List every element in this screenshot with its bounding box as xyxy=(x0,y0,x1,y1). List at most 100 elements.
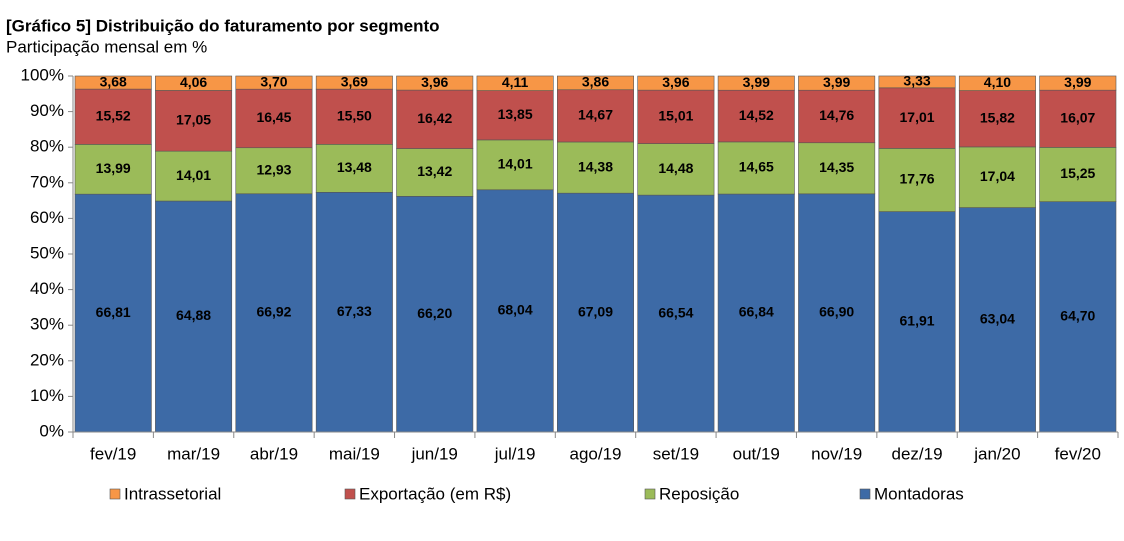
data-label: 16,45 xyxy=(256,109,291,125)
data-label: 3,33 xyxy=(903,73,930,89)
x-tick-label: mar/19 xyxy=(167,444,220,463)
bar-segment xyxy=(958,75,1036,91)
x-tick-label: nov/19 xyxy=(811,444,862,463)
data-label: 3,96 xyxy=(421,74,448,90)
x-tick-label: set/19 xyxy=(653,444,699,463)
x-tick-label: dez/19 xyxy=(892,444,943,463)
data-label: 66,81 xyxy=(96,304,131,320)
y-tick-label: 80% xyxy=(30,137,64,156)
bar-segment xyxy=(74,75,152,90)
data-label: 14,35 xyxy=(819,159,854,175)
y-tick-label: 0% xyxy=(39,421,64,440)
bar-segment xyxy=(476,75,554,91)
bar-segment xyxy=(717,193,795,433)
x-tick-label: abr/19 xyxy=(250,444,298,463)
bar-segment xyxy=(396,75,474,91)
data-label: 64,70 xyxy=(1060,308,1095,324)
data-label: 3,86 xyxy=(582,74,609,90)
data-label: 15,25 xyxy=(1060,165,1095,181)
bar-segment xyxy=(396,148,474,197)
legend-label: Montadoras xyxy=(874,484,964,503)
data-label: 68,04 xyxy=(498,302,533,318)
x-tick-label: jul/19 xyxy=(494,444,536,463)
x-tick-label: out/19 xyxy=(733,444,780,463)
y-tick-label: 40% xyxy=(30,279,64,298)
data-label: 14,52 xyxy=(739,107,774,123)
y-tick-label: 10% xyxy=(30,386,64,405)
bar-segment xyxy=(878,75,956,89)
bar-segment xyxy=(798,75,876,91)
bar-segment xyxy=(1039,89,1117,148)
x-tick-label: fev/20 xyxy=(1055,444,1101,463)
bar-segment xyxy=(155,200,233,433)
bar-segment xyxy=(637,143,715,196)
y-tick-label: 30% xyxy=(30,315,64,334)
data-label: 14,65 xyxy=(739,159,774,175)
bar-segment xyxy=(717,75,795,91)
y-tick-label: 90% xyxy=(30,101,64,120)
data-label: 17,76 xyxy=(900,171,935,187)
data-label: 4,06 xyxy=(180,74,207,90)
bar-segment xyxy=(315,88,393,145)
y-tick-label: 100% xyxy=(21,65,64,84)
legend-swatch xyxy=(344,488,356,500)
bar-segment xyxy=(798,193,876,433)
bar-segment xyxy=(315,75,393,90)
data-label: 12,93 xyxy=(256,161,291,177)
legend-label: Intrassetorial xyxy=(124,484,221,503)
data-label: 13,85 xyxy=(498,106,533,122)
legend-swatch xyxy=(109,488,121,500)
bar-segment xyxy=(637,194,715,433)
bar-segment xyxy=(155,150,233,202)
data-label: 64,88 xyxy=(176,307,211,323)
bar-segment xyxy=(315,192,393,433)
x-tick-label: mai/19 xyxy=(329,444,380,463)
data-label: 4,10 xyxy=(984,74,1011,90)
bar-segment xyxy=(878,87,956,149)
bar-segment xyxy=(557,192,634,433)
data-label: 66,90 xyxy=(819,304,854,320)
data-label: 3,68 xyxy=(100,73,127,89)
data-label: 14,67 xyxy=(578,107,613,123)
data-label: 3,99 xyxy=(743,74,770,90)
bar-segment xyxy=(476,139,554,191)
data-label: 66,54 xyxy=(658,304,693,320)
bar-segment xyxy=(717,89,795,143)
data-label: 3,69 xyxy=(341,73,368,89)
bar-segment xyxy=(637,89,715,144)
data-label: 15,01 xyxy=(658,108,693,124)
x-tick-label: jan/20 xyxy=(973,444,1020,463)
data-label: 3,96 xyxy=(662,74,689,90)
data-label: 3,99 xyxy=(823,74,850,90)
bar-segment xyxy=(958,207,1036,433)
data-label: 13,99 xyxy=(96,160,131,176)
data-label: 66,92 xyxy=(256,304,291,320)
data-label: 3,70 xyxy=(260,73,287,89)
bar-segment xyxy=(155,75,233,91)
bar-segment xyxy=(878,211,956,433)
data-label: 4,11 xyxy=(502,74,529,90)
data-label: 15,82 xyxy=(980,109,1015,125)
data-label: 17,01 xyxy=(900,109,935,125)
bar-segment xyxy=(878,148,956,212)
data-label: 16,07 xyxy=(1060,109,1095,125)
data-label: 67,09 xyxy=(578,303,613,319)
y-tick-label: 70% xyxy=(30,172,64,191)
bar-segment xyxy=(315,144,393,193)
data-label: 16,42 xyxy=(417,110,452,126)
bar-segment xyxy=(637,75,715,91)
y-tick-label: 20% xyxy=(30,350,64,369)
x-tick-label: ago/19 xyxy=(570,444,622,463)
bar-segment xyxy=(476,90,554,141)
bar-segment xyxy=(798,89,876,144)
bar-segment xyxy=(557,75,634,91)
legend-swatch xyxy=(644,488,656,500)
data-label: 17,05 xyxy=(176,112,211,128)
data-label: 15,50 xyxy=(337,107,372,123)
bar-segment xyxy=(396,196,474,433)
bar-segment xyxy=(74,193,152,433)
data-label: 14,38 xyxy=(578,158,613,174)
data-label: 15,52 xyxy=(96,107,131,123)
data-label: 14,76 xyxy=(819,107,854,123)
